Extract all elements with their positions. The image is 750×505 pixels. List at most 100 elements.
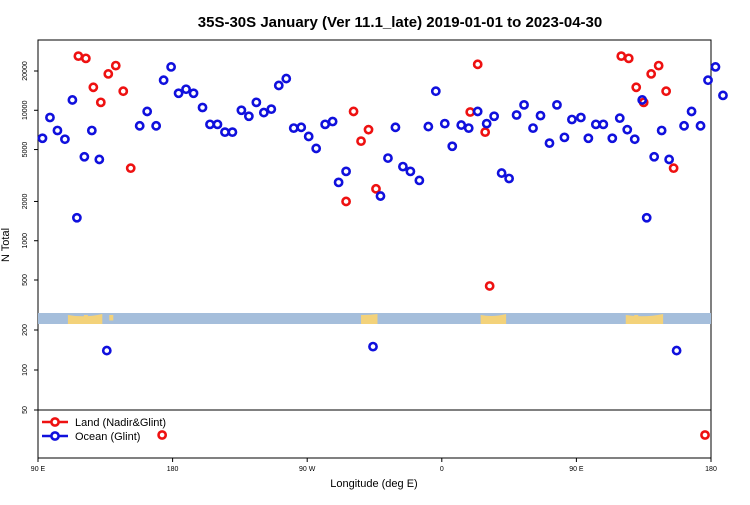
ocean-point: [649, 151, 660, 162]
ocean-point: [519, 99, 529, 110]
ocean-point: [220, 127, 230, 138]
ocean-point: [52, 125, 63, 136]
land-point: [95, 97, 106, 108]
ocean-point: [288, 123, 299, 134]
y-tick-label: 1000: [22, 233, 29, 249]
ocean-point: [430, 86, 441, 97]
ocean-point: [463, 123, 474, 134]
ocean-point: [552, 99, 562, 110]
island-shape: [83, 315, 88, 320]
ocean-point: [60, 134, 70, 145]
land-point: [341, 196, 351, 207]
island-shape: [109, 315, 114, 321]
ocean-point: [94, 154, 105, 165]
land-outlier-point: [157, 430, 168, 440]
land-point: [103, 69, 114, 79]
ocean-point: [447, 141, 458, 152]
ocean-point: [710, 62, 721, 72]
ocean-point: [134, 120, 145, 131]
island-shape: [634, 315, 639, 320]
ocean-point: [489, 111, 500, 122]
ocean-point: [368, 341, 378, 352]
ocean-point: [641, 212, 652, 223]
ocean-point: [212, 119, 223, 130]
ocean-point: [439, 118, 450, 129]
land-point: [646, 69, 657, 79]
ocean-point: [671, 345, 682, 356]
ocean-point: [398, 161, 408, 172]
ocean-point: [142, 106, 153, 117]
land-point: [484, 281, 495, 291]
ocean-point: [383, 153, 393, 163]
ocean-point: [656, 125, 667, 136]
y-tick-label: 2000: [22, 194, 29, 210]
land-point: [80, 53, 91, 64]
x-tick-label: 0: [440, 466, 444, 473]
land-point: [125, 163, 136, 174]
chart-title: 35S-30S January (Ver 11.1_late) 2019-01-…: [198, 14, 602, 31]
ocean-point: [481, 118, 492, 129]
ocean-point: [327, 116, 338, 127]
ocean-point: [320, 119, 331, 130]
ocean-point: [151, 120, 162, 131]
ocean-point: [188, 88, 199, 99]
ocean-point: [166, 62, 177, 72]
ocean-point: [71, 212, 82, 223]
ocean-point: [598, 119, 609, 130]
ocean-point: [456, 120, 467, 130]
ocean-point: [686, 106, 697, 117]
plot-area: 90 E 180 90 W 0 90 E 180 500 1000 2000 5000 10000 2…: [22, 39, 728, 473]
ocean-point: [664, 154, 675, 165]
x-axis-label: Longitude (deg E): [330, 478, 417, 490]
land-point: [616, 51, 627, 62]
ocean-point: [390, 122, 401, 133]
ocean-point: [528, 123, 538, 134]
y-tick-label: 20000: [22, 61, 29, 81]
legend-marker: [50, 431, 60, 441]
y-tick-label: 5000: [22, 142, 29, 158]
ocean-point: [236, 105, 247, 116]
ocean-point: [243, 111, 254, 122]
ocean-point: [375, 191, 386, 201]
land-point: [363, 124, 374, 135]
land-point: [631, 82, 642, 93]
ocean-point: [303, 131, 314, 142]
ocean-point: [258, 107, 269, 118]
plot-frame: [37, 39, 712, 459]
ocean-point: [695, 120, 706, 131]
y-tick-label: 500: [22, 274, 29, 286]
ocean-point: [173, 88, 184, 99]
ocean-point: [86, 125, 97, 136]
legend-label: Ocean (Glint): [75, 431, 140, 443]
ocean-point: [559, 132, 570, 143]
ocean-point: [205, 119, 215, 130]
ocean-point: [607, 133, 618, 144]
land-outlier-point: [700, 430, 710, 440]
ocean-point: [504, 173, 514, 184]
land-point: [88, 82, 99, 93]
ocean-point: [718, 90, 728, 101]
land-point: [480, 127, 491, 138]
ocean-point: [583, 133, 594, 144]
ocean-point: [414, 175, 425, 186]
y-tick-label: 50: [22, 406, 29, 414]
x-tick-label: 180: [167, 466, 179, 473]
ocean-point: [101, 345, 112, 356]
ocean-point: [341, 166, 351, 177]
land-point: [348, 106, 359, 117]
land-point: [465, 107, 476, 117]
ocean-point: [472, 106, 483, 117]
ocean-point: [273, 80, 284, 91]
ocean-point: [197, 102, 208, 113]
ocean-point: [679, 120, 689, 131]
y-tick-label: 10000: [22, 100, 29, 120]
ocean-point: [590, 119, 601, 130]
x-tick-label: 90 W: [299, 466, 316, 473]
ocean-point: [266, 104, 277, 115]
ocean-point: [296, 122, 307, 133]
ocean-point: [37, 133, 48, 144]
y-tick-label: 100: [22, 364, 29, 376]
ocean-point: [637, 95, 648, 105]
ocean-point: [703, 75, 713, 86]
land-point: [661, 86, 672, 97]
